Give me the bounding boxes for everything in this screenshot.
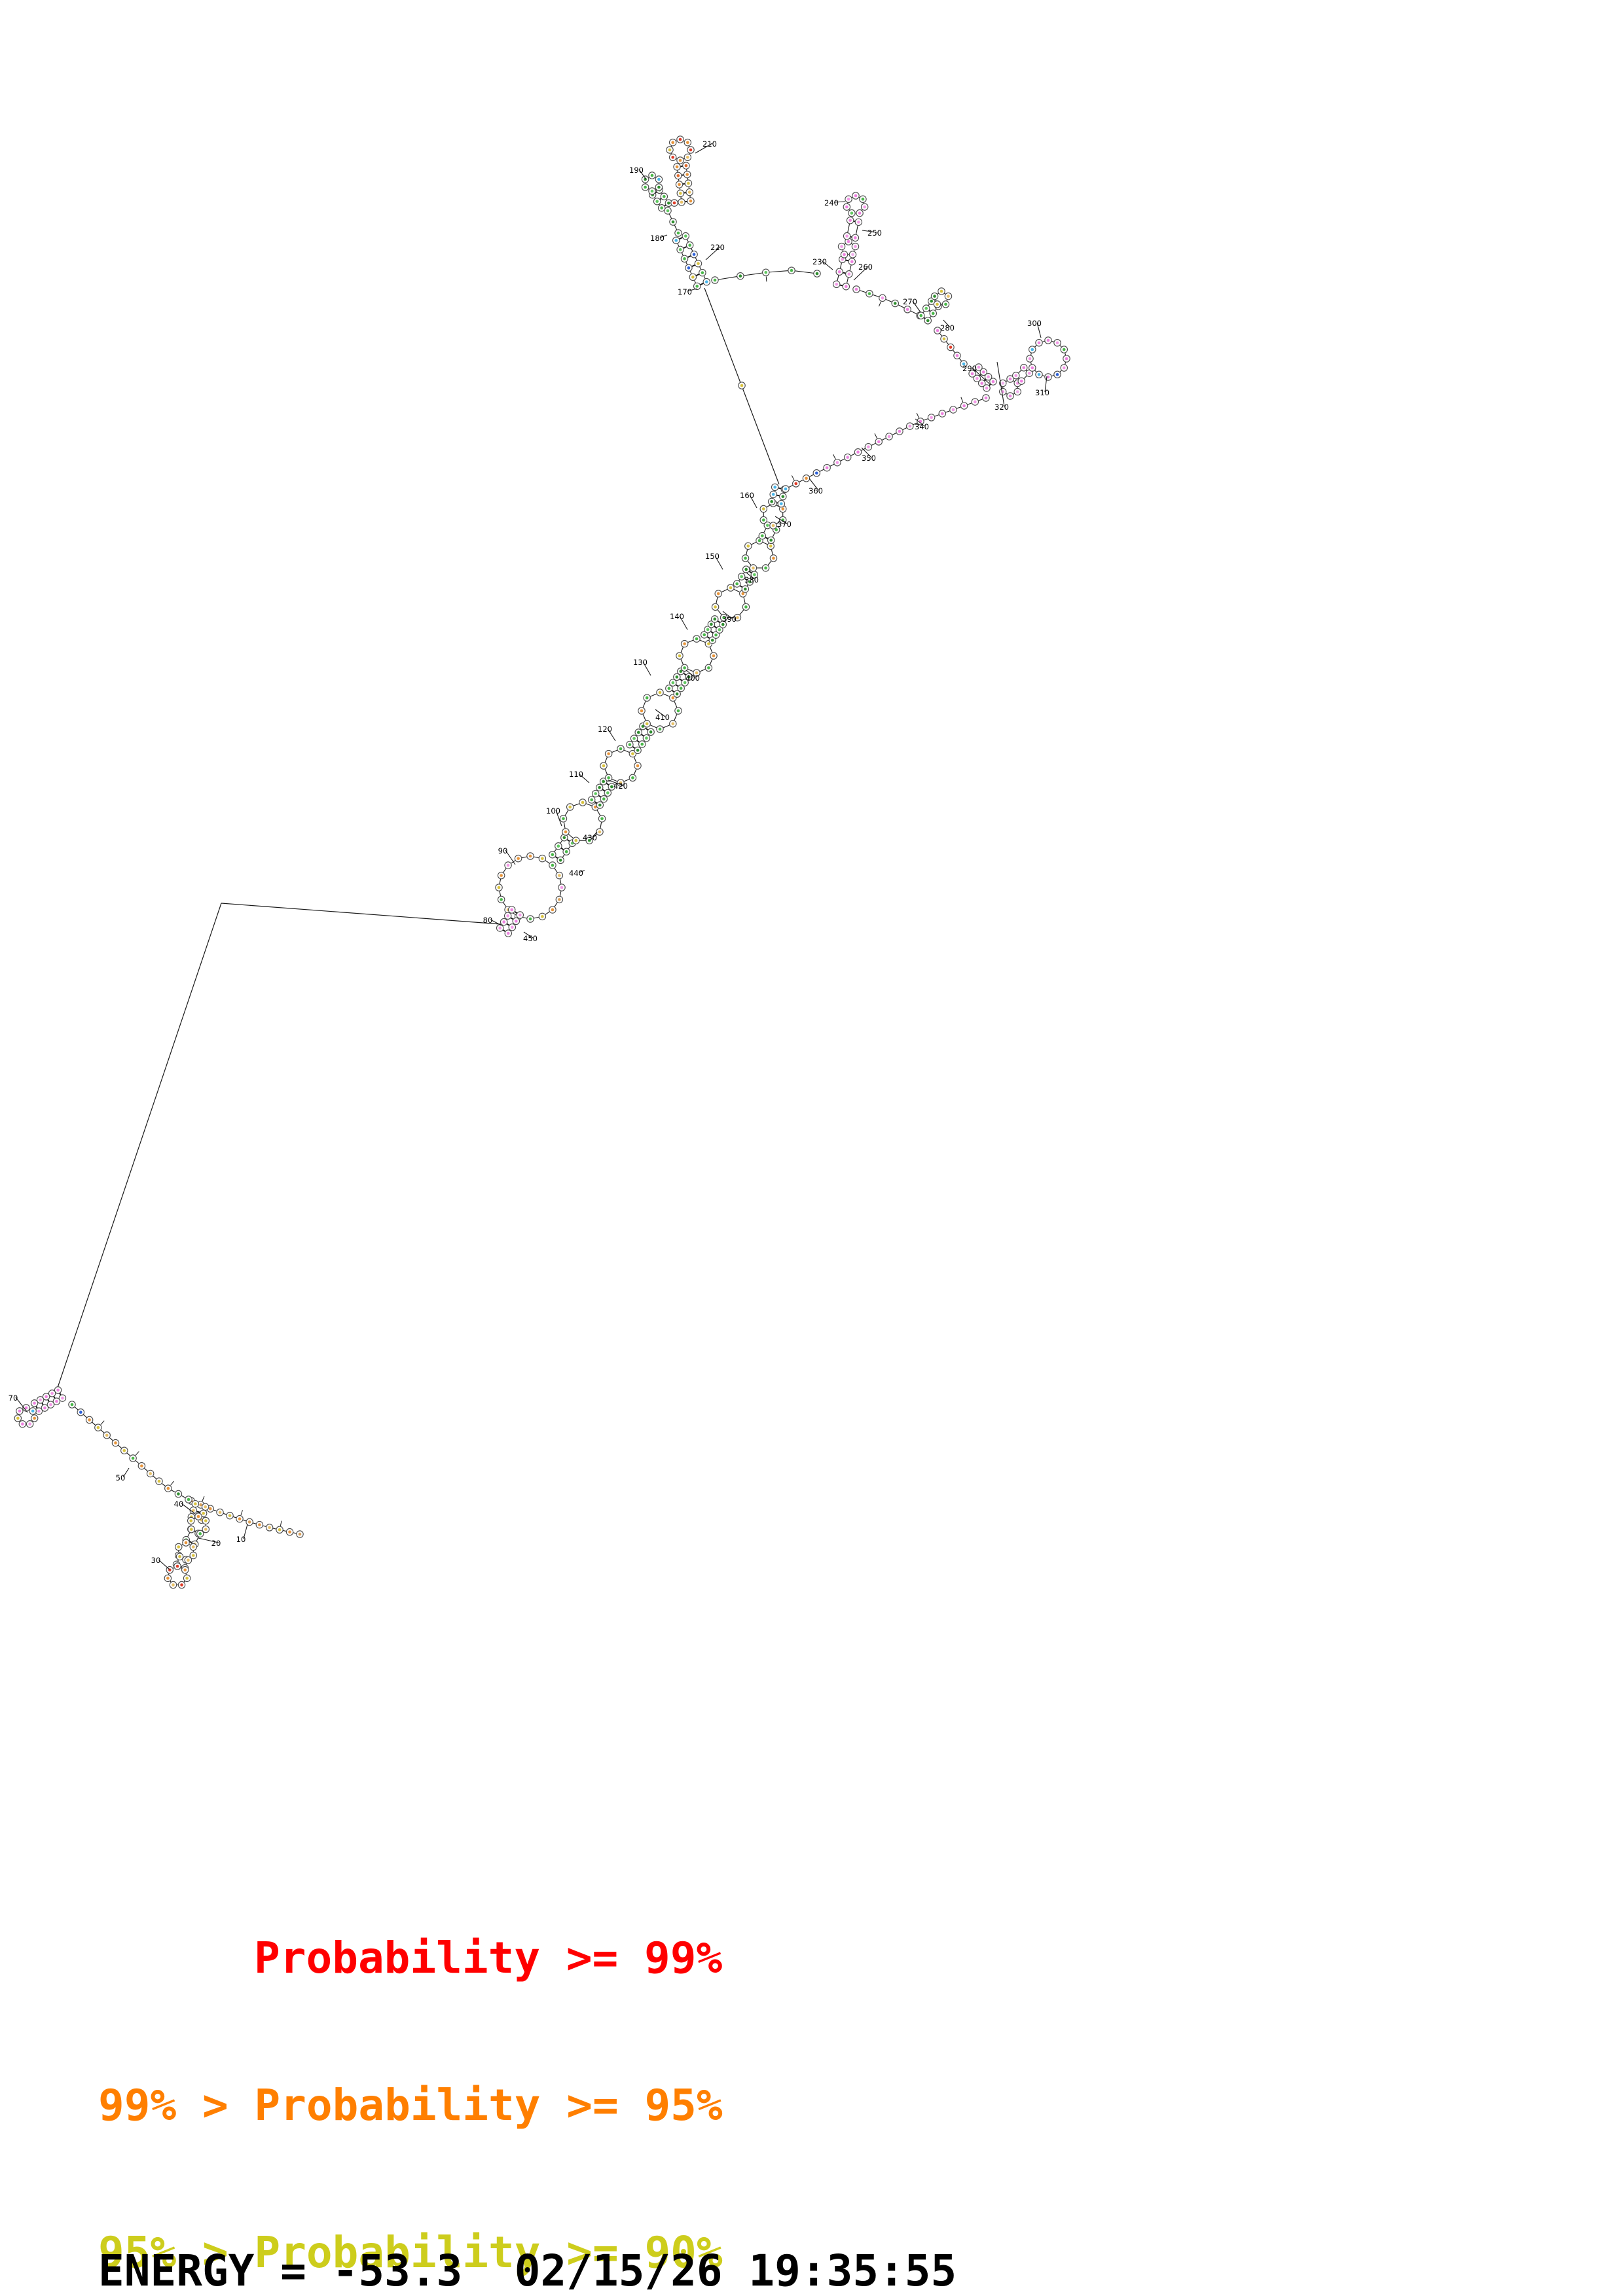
svg-text:380: 380 [744,575,759,584]
svg-text:210: 210 [702,139,717,149]
svg-text:340: 340 [915,422,929,431]
legend-item-99: Probability >= 99% [254,1933,723,1983]
svg-text:410: 410 [655,713,670,722]
svg-text:20: 20 [211,1539,221,1548]
svg-text:240: 240 [824,198,839,207]
svg-text:370: 370 [777,520,792,529]
svg-text:270: 270 [903,297,917,306]
svg-text:390: 390 [722,615,737,624]
legend-item-95: 99% > Probability >= 95% [98,2080,723,2130]
svg-text:40: 40 [174,1499,184,1509]
svg-text:300: 300 [1027,319,1042,328]
legend-item-90: 95% > Probability >= 90% [98,2227,723,2278]
svg-text:50: 50 [116,1473,126,1482]
svg-text:80: 80 [483,916,493,925]
energy-timestamp-line: ENERGY = -53.3 02/15/26 19:35:55 [98,2246,957,2296]
svg-text:420: 420 [613,781,628,791]
svg-text:30: 30 [151,1556,161,1565]
svg-text:180: 180 [650,234,665,243]
structure-nucleotide-circles [14,135,1070,1589]
svg-text:160: 160 [740,491,754,500]
svg-text:170: 170 [678,287,692,296]
svg-text:440: 440 [569,869,583,878]
svg-text:220: 220 [710,243,725,252]
svg-text:140: 140 [670,612,684,621]
svg-text:260: 260 [858,262,873,272]
svg-text:120: 120 [598,725,612,734]
svg-text:360: 360 [809,486,823,495]
svg-text:190: 190 [629,166,644,175]
svg-text:90: 90 [498,846,508,855]
svg-text:10: 10 [236,1535,246,1544]
svg-text:400: 400 [685,673,700,683]
svg-text:310: 310 [1035,388,1049,397]
svg-text:70: 70 [9,1393,18,1403]
svg-text:150: 150 [705,552,720,561]
svg-text:100: 100 [546,806,560,816]
svg-text:110: 110 [569,770,583,779]
svg-text:250: 250 [867,228,882,238]
svg-text:430: 430 [583,833,597,842]
svg-text:320: 320 [994,403,1009,412]
svg-text:280: 280 [940,323,955,332]
svg-text:350: 350 [862,454,876,463]
svg-text:130: 130 [633,658,647,667]
svg-text:230: 230 [812,257,827,266]
probability-legend: Probability >= 99% 99% > Probability >= … [98,1835,723,2296]
structure-position-labels: 10 20 30 40 50 70 80 90 100 110 120 130 140 150 160 170… [9,139,1049,1570]
svg-text:290: 290 [962,364,977,373]
svg-text:450: 450 [523,934,538,943]
